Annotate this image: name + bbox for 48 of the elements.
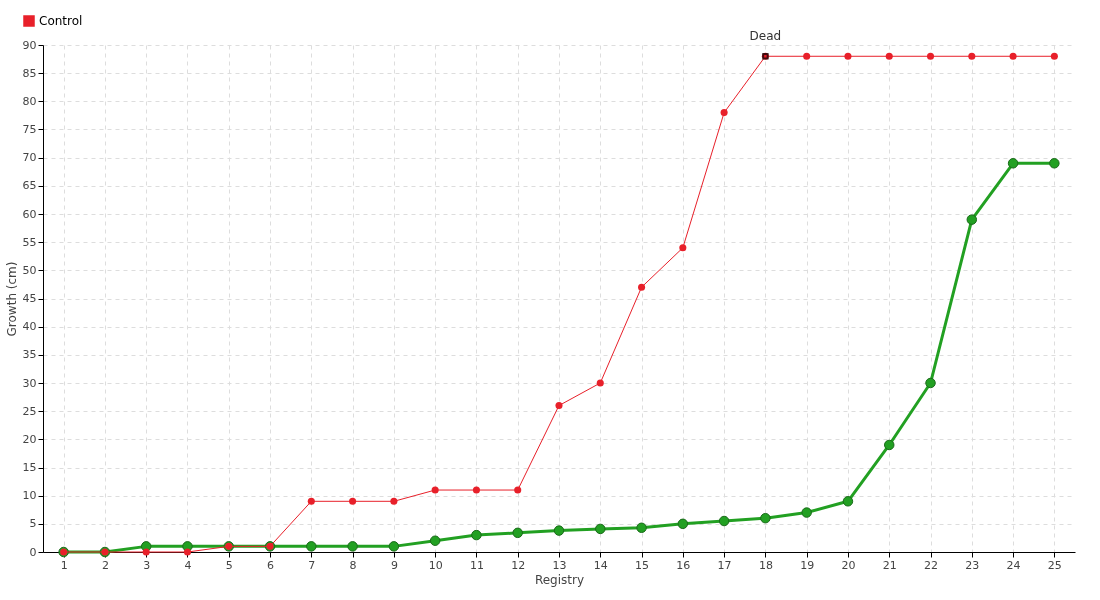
x-tick-label: 24 [1006,558,1021,572]
x-tick-label: 20 [841,558,856,572]
x-tick-label: 7 [308,558,316,572]
y-tick-label: 50 [22,263,37,277]
y-tick-label: 90 [22,38,37,52]
x-tick-label: 17 [717,558,732,572]
x-tick-label: 4 [184,558,192,572]
annotation: Dead [749,29,782,44]
y-tick-label: 65 [22,179,37,193]
y-axis-title: Growth (cm) [4,261,19,337]
x-tick-label: 13 [552,558,567,572]
y-tick-label: 85 [22,66,37,80]
x-tick-label: 5 [225,558,233,572]
legend-label: Control [39,14,83,28]
x-tick-label: 9 [390,558,398,572]
y-tick-label: 0 [29,545,37,559]
x-tick-label: 12 [511,558,526,572]
y-tick-label: 45 [22,292,37,305]
x-tick-label: 2 [101,558,109,572]
y-tick-label: 30 [22,376,37,390]
y-tick-label: 15 [22,461,37,474]
x-tick-label: 14 [593,558,608,572]
x-tick-label: 19 [800,558,815,572]
y-tick-label: 55 [22,235,37,249]
y-tick-label: 80 [22,94,37,108]
x-tick-label: 18 [758,558,773,572]
x-tick-label: 11 [469,558,484,572]
y-tick-label: 70 [22,151,37,165]
y-tick-label: 10 [22,489,37,503]
x-tick-label: 6 [267,558,275,572]
x-tick-label: 3 [143,558,151,572]
y-tick-label: 40 [22,320,37,334]
y-tick-label: 35 [22,348,37,362]
y-tick-label: 20 [22,432,37,446]
x-tick-label: 1 [60,558,68,572]
x-axis-title: Registry [534,572,585,587]
x-tick-label: 23 [965,558,980,572]
x-tick-label: 16 [676,558,691,572]
x-tick-label: 22 [924,558,939,572]
y-tick-label: 5 [29,517,37,531]
x-tick-label: 8 [349,558,357,572]
y-tick-label: 75 [22,123,37,136]
x-tick-label: 10 [428,558,443,572]
y-tick-label: 25 [22,404,37,418]
y-tick-label: 60 [22,207,37,221]
x-tick-label: 21 [882,558,897,572]
x-tick-label: 25 [1047,558,1062,572]
x-tick-label: 15 [635,558,650,572]
